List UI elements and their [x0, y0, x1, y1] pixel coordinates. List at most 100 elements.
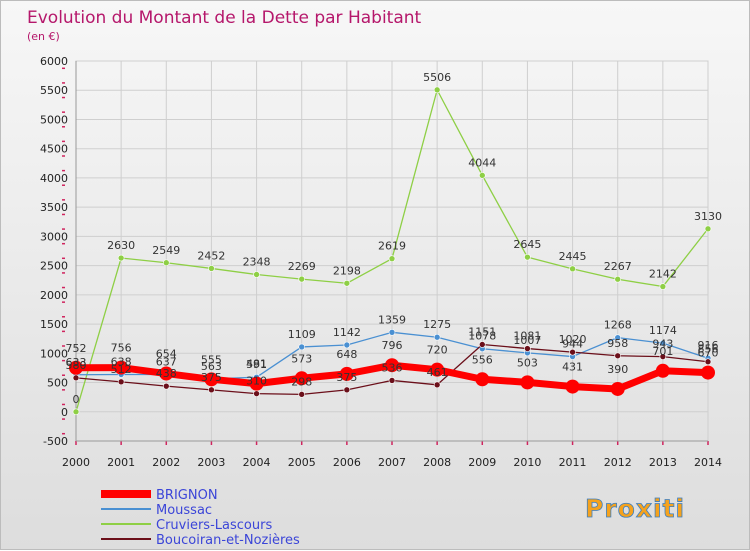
data-point	[204, 372, 219, 387]
data-label: 1020	[559, 333, 587, 346]
data-point	[655, 363, 670, 378]
data-label: 503	[517, 356, 538, 369]
data-label: 637	[156, 356, 177, 369]
data-point	[162, 382, 170, 390]
data-point	[433, 86, 441, 94]
y-tick-label: 4500	[40, 143, 68, 156]
y-tick-label: 5000	[40, 113, 68, 126]
data-label: 1359	[378, 313, 406, 326]
data-point	[114, 360, 129, 375]
data-point	[433, 333, 441, 341]
x-tick-label: 2000	[62, 456, 90, 469]
data-point	[117, 254, 125, 262]
x-tick-label: 2013	[649, 456, 677, 469]
y-tick-label: 3500	[40, 201, 68, 214]
data-point	[569, 348, 576, 356]
y-axis: -500 0 500 1000 1500 2000 2500 3000 3500 4000 4500…	[40, 55, 77, 448]
x-tick-label: 2007	[378, 456, 406, 469]
data-point	[343, 341, 351, 349]
data-label: 555	[201, 353, 222, 366]
data-label: 1151	[468, 325, 496, 338]
x-tick-label: 2004	[243, 456, 271, 469]
data-point	[520, 375, 535, 390]
series-layer	[69, 86, 715, 416]
data-point	[159, 366, 174, 381]
data-label: 2269	[288, 260, 316, 273]
data-point	[430, 362, 445, 377]
data-label: 536	[382, 361, 403, 374]
data-label: 4044	[468, 156, 496, 169]
data-label: 1078	[468, 330, 496, 343]
data-label: 390	[607, 363, 628, 376]
data-point	[388, 329, 396, 336]
data-label: 638	[111, 355, 132, 368]
data-point	[610, 381, 625, 396]
x-tick-label: 2014	[694, 456, 722, 469]
data-point	[704, 225, 712, 233]
data-label: 1081	[513, 330, 541, 343]
data-label: 375	[336, 371, 357, 384]
data-label: 1275	[423, 318, 451, 331]
data-label: 580	[66, 359, 87, 372]
data-point	[72, 374, 80, 382]
data-point	[565, 379, 580, 394]
x-tick-label: 2005	[288, 456, 316, 469]
data-label: 563	[201, 360, 222, 373]
data-point	[343, 386, 351, 394]
x-tick-label: 2012	[604, 456, 632, 469]
data-point	[614, 352, 622, 360]
data-label: 5506	[423, 71, 451, 84]
data-point	[298, 343, 306, 351]
data-label: 512	[111, 363, 132, 376]
data-label: 944	[562, 338, 583, 351]
chart-subtitle: (en €)	[27, 30, 60, 43]
y-tick-label: 6000	[40, 55, 68, 68]
y-tick-label: -500	[43, 435, 68, 448]
data-label: 2198	[333, 264, 361, 277]
data-label: 461	[427, 366, 448, 379]
data-label: 431	[562, 361, 583, 374]
data-label: 1007	[513, 334, 541, 347]
data-point	[253, 271, 260, 278]
data-label: 310	[246, 375, 267, 388]
y-tick-label: 1000	[40, 347, 68, 360]
y-tick-label: 0	[61, 406, 68, 419]
data-label: 720	[427, 344, 448, 357]
legend-label: Cruviers-Lascours	[156, 518, 272, 533]
data-label: 958	[607, 337, 628, 350]
data-point	[385, 358, 399, 373]
proxiti-logo-text: Proxiti	[585, 494, 685, 523]
data-label: 1268	[604, 319, 632, 332]
x-tick-label: 2003	[197, 456, 225, 469]
data-label: 556	[472, 353, 493, 366]
data-label: 670	[698, 347, 719, 360]
data-label: 3130	[694, 210, 722, 223]
data-point	[249, 376, 264, 391]
legend-label: Moussac	[156, 503, 212, 518]
x-tick-label: 2002	[152, 456, 180, 469]
data-point	[117, 378, 125, 386]
x-axis: 2000 2001 2002 2003 2004 2005 2006 2007 2008 2009…	[62, 440, 722, 469]
data-point	[388, 255, 396, 262]
data-label: 633	[66, 356, 87, 369]
data-label: 2645	[513, 238, 541, 251]
data-point	[704, 358, 712, 366]
data-label: 916	[698, 339, 719, 352]
data-label: 796	[382, 339, 403, 352]
data-point	[253, 390, 260, 397]
data-point	[478, 341, 486, 348]
data-point	[339, 366, 354, 381]
x-tick-label: 2011	[559, 456, 587, 469]
data-point	[298, 275, 306, 283]
data-point	[659, 353, 667, 360]
data-point	[162, 259, 170, 267]
data-label: 481	[246, 358, 267, 371]
y-tick-label: 4000	[40, 172, 68, 185]
legend-label: BRIGNON	[156, 488, 218, 503]
data-point	[72, 408, 80, 416]
data-label: 1142	[333, 326, 361, 339]
data-label: 2445	[559, 250, 587, 263]
data-label: 298	[291, 375, 312, 388]
data-label: 375	[201, 371, 222, 384]
